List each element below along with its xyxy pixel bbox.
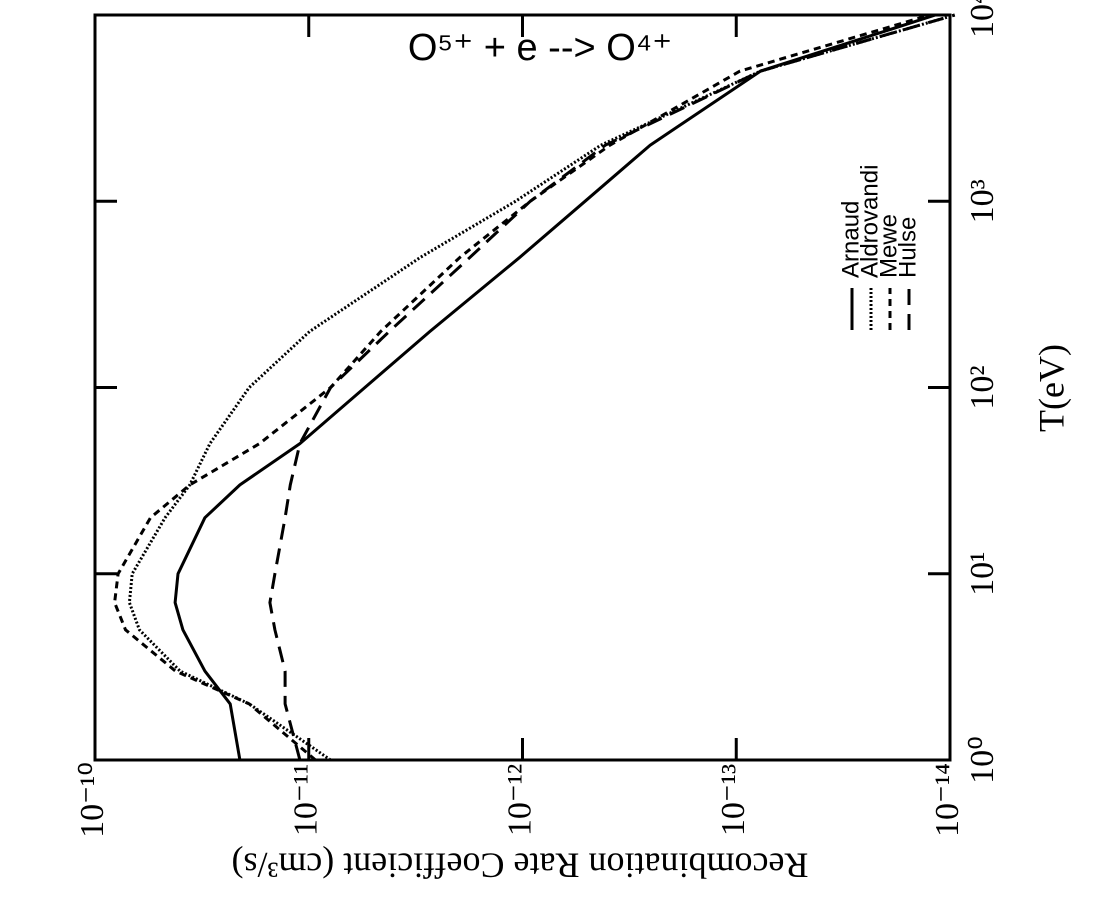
series-line: [268, 13, 956, 761]
x-tick-label: 10³: [964, 179, 1001, 223]
y-tick-label: 10⁻¹⁰: [74, 762, 111, 838]
y-tick-label: 10⁻¹³: [715, 764, 752, 836]
series-line: [173, 13, 936, 761]
y-tick-label: 10⁻¹²: [501, 764, 538, 836]
y-axis-label: Recombination Rate Coefficient (cm³/s): [232, 846, 809, 886]
x-tick-label: 10¹: [964, 552, 1001, 596]
series-line: [127, 13, 956, 762]
y-tick-label: 10⁻¹¹: [288, 764, 325, 836]
x-tick-label: 10⁰: [964, 736, 1001, 784]
series-line: [113, 13, 931, 762]
legend-label: Mewe: [875, 214, 902, 278]
plot-frame: [93, 13, 952, 762]
x-axis-label: T(eV): [1031, 344, 1071, 432]
chart-title: O⁵⁺ + e --> O⁴⁺: [408, 27, 672, 69]
x-tick-label: 10⁴: [964, 0, 1001, 38]
y-tick-label: 10⁻¹⁴: [929, 763, 966, 837]
legend-label: Aldrovandi: [856, 165, 883, 278]
legend-label: Hulse: [894, 217, 921, 278]
legend-label: Arnaud: [837, 201, 864, 278]
x-tick-label: 10²: [964, 365, 1001, 409]
